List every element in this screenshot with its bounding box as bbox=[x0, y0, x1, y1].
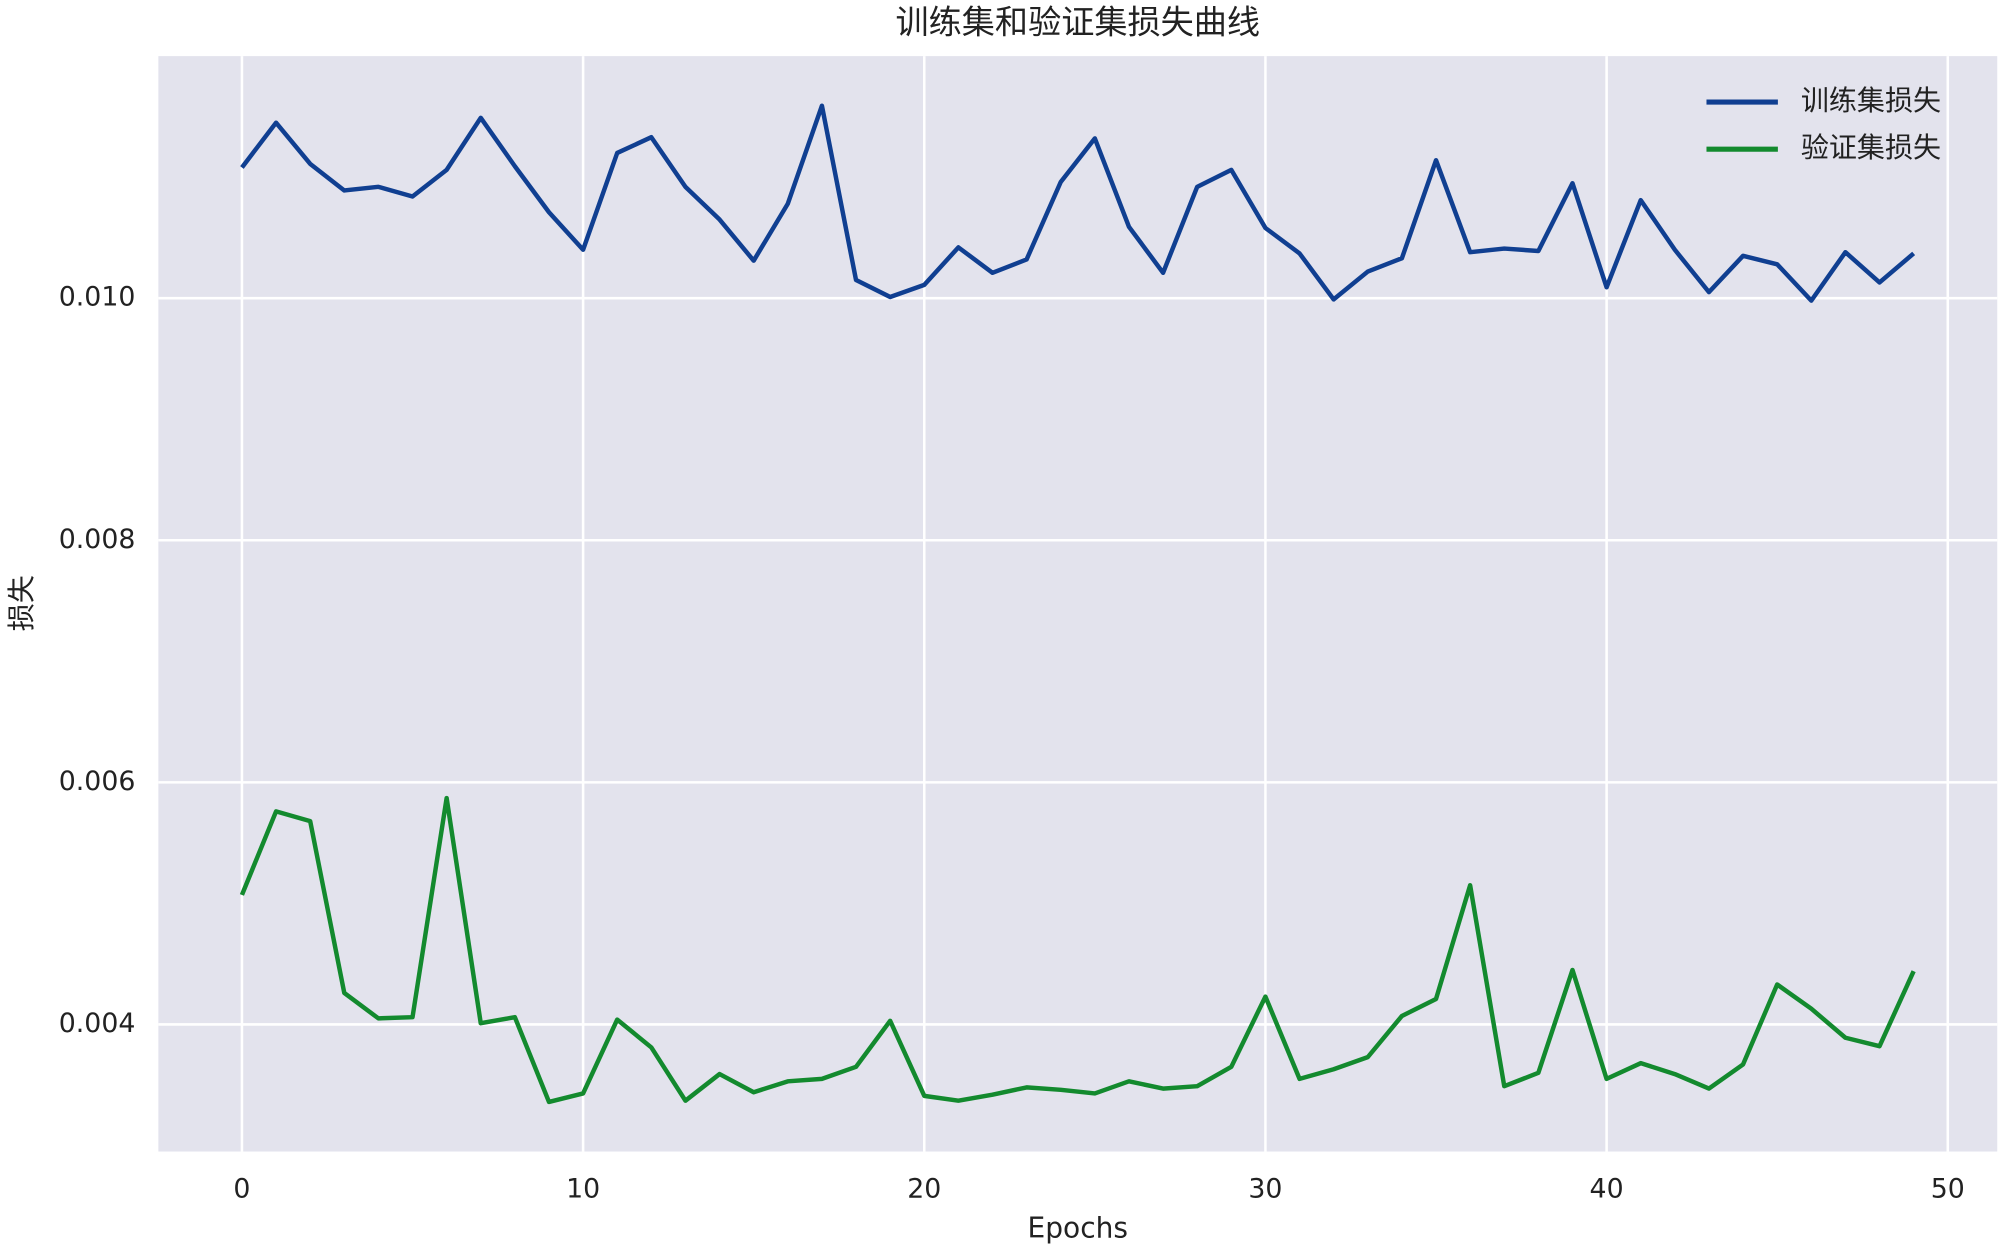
y-tick-label: 0.004 bbox=[59, 1008, 136, 1039]
chart-title: 训练集和验证集损失曲线 bbox=[896, 3, 1261, 42]
x-axis-label: Epochs bbox=[1028, 1211, 1128, 1244]
lines bbox=[239, 103, 1916, 1105]
legend-label: 验证集损失 bbox=[1801, 131, 1941, 164]
x-tick-label: 50 bbox=[1931, 1173, 1965, 1204]
y-tick-label: 0.006 bbox=[59, 766, 136, 797]
y-tick-label: 0.008 bbox=[59, 524, 136, 555]
x-tick-label: 40 bbox=[1590, 1173, 1624, 1204]
grid bbox=[158, 56, 1998, 1152]
x-tick-label: 0 bbox=[233, 1173, 250, 1204]
legend-label: 训练集损失 bbox=[1801, 84, 1941, 117]
data-line bbox=[239, 795, 1916, 1105]
x-tick-label: 20 bbox=[907, 1173, 941, 1204]
plot-area bbox=[158, 56, 1998, 1152]
y-tick-label: 0.010 bbox=[59, 282, 136, 313]
data-line bbox=[240, 103, 1916, 303]
x-tick-label: 30 bbox=[1248, 1173, 1282, 1204]
x-tick-label: 10 bbox=[566, 1173, 600, 1204]
y-axis-label: 损失 bbox=[5, 575, 38, 631]
